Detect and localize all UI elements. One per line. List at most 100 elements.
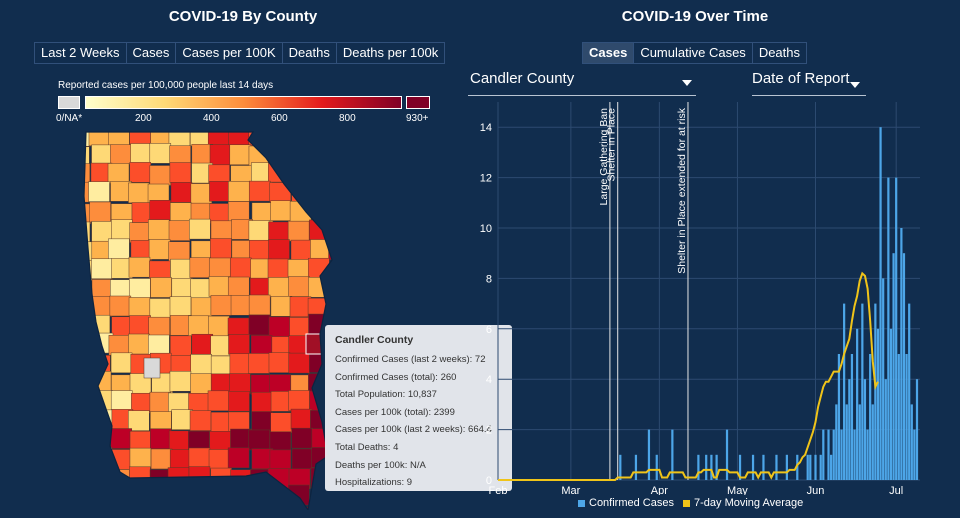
county-shape[interactable]: [248, 314, 271, 336]
case-bar[interactable]: [819, 454, 822, 480]
county-shape[interactable]: [169, 202, 192, 223]
county-shape[interactable]: [189, 488, 212, 509]
county-dropdown[interactable]: Candler County: [468, 70, 696, 96]
county-shape[interactable]: [230, 257, 252, 279]
county-shape[interactable]: [248, 126, 271, 146]
county-shape[interactable]: [288, 276, 310, 297]
case-bar[interactable]: [900, 228, 903, 480]
county-shape[interactable]: [149, 200, 172, 221]
county-shape[interactable]: [91, 390, 113, 411]
case-bar[interactable]: [861, 303, 864, 480]
county-shape[interactable]: [268, 316, 291, 338]
county-shape[interactable]: [209, 181, 231, 202]
county-shape[interactable]: [129, 222, 151, 243]
county-shape[interactable]: [270, 126, 292, 146]
case-bar[interactable]: [915, 379, 919, 480]
county-shape[interactable]: [330, 260, 340, 282]
county-shape-no-data[interactable]: [143, 357, 161, 379]
county-shape[interactable]: [191, 333, 214, 355]
county-shape[interactable]: [129, 162, 152, 183]
county-shape[interactable]: [110, 390, 133, 411]
case-bar[interactable]: [884, 379, 887, 480]
county-shape[interactable]: [88, 314, 111, 336]
county-shape[interactable]: [208, 257, 231, 279]
county-shape[interactable]: [167, 485, 190, 507]
county-shape[interactable]: [291, 448, 314, 470]
county-shape[interactable]: [188, 447, 211, 469]
county-shape[interactable]: [251, 504, 273, 510]
county-shape[interactable]: [70, 488, 90, 509]
county-shape[interactable]: [109, 295, 132, 317]
county-shape[interactable]: [131, 392, 153, 414]
case-bar[interactable]: [655, 454, 658, 480]
county-shape[interactable]: [310, 145, 332, 166]
county-shape[interactable]: [91, 258, 113, 280]
county-shape[interactable]: [110, 428, 133, 449]
county-shape[interactable]: [231, 503, 253, 510]
county-shape[interactable]: [70, 447, 92, 469]
county-shape[interactable]: [151, 505, 174, 510]
case-bar[interactable]: [832, 429, 835, 480]
county-shape[interactable]: [70, 146, 90, 167]
county-shape[interactable]: [128, 297, 151, 318]
case-bar[interactable]: [905, 354, 908, 480]
county-shape[interactable]: [168, 241, 190, 262]
case-bar[interactable]: [671, 429, 674, 480]
county-shape[interactable]: [150, 277, 172, 298]
county-shape[interactable]: [270, 296, 293, 317]
case-bar[interactable]: [887, 177, 890, 480]
county-shape[interactable]: [210, 467, 232, 489]
county-shape[interactable]: [268, 503, 290, 510]
county-shape[interactable]: [229, 144, 252, 166]
county-shape[interactable]: [168, 430, 191, 452]
case-bar[interactable]: [882, 278, 885, 480]
county-shape[interactable]: [90, 447, 113, 468]
county-shape[interactable]: [129, 447, 152, 469]
county-shape[interactable]: [288, 390, 310, 411]
county-shape[interactable]: [149, 143, 172, 164]
county-shape[interactable]: [148, 219, 170, 240]
case-bar[interactable]: [634, 454, 638, 480]
case-bar[interactable]: [869, 354, 872, 480]
county-shape[interactable]: [228, 390, 250, 412]
georgia-county-map[interactable]: [70, 126, 340, 510]
county-shape[interactable]: [71, 390, 93, 412]
county-shape[interactable]: [149, 391, 172, 413]
case-bar[interactable]: [710, 454, 713, 480]
county-shape[interactable]: [250, 374, 273, 395]
county-shape[interactable]: [210, 220, 233, 242]
county-shape[interactable]: [90, 430, 113, 452]
case-bar[interactable]: [762, 454, 765, 480]
county-shape[interactable]: [190, 278, 212, 300]
case-bar[interactable]: [892, 253, 895, 480]
county-shape[interactable]: [189, 257, 212, 278]
county-shape[interactable]: [330, 126, 340, 146]
county-shape[interactable]: [89, 201, 111, 223]
county-shape[interactable]: [290, 239, 313, 261]
county-shape[interactable]: [329, 184, 340, 205]
county-shape[interactable]: [110, 144, 132, 165]
county-shape[interactable]: [128, 278, 151, 299]
county-shape[interactable]: [128, 333, 150, 355]
county-shape[interactable]: [248, 294, 271, 316]
county-shape[interactable]: [268, 145, 291, 167]
county-shape[interactable]: [311, 201, 333, 223]
county-shape[interactable]: [287, 220, 310, 242]
case-bar[interactable]: [858, 404, 861, 480]
county-shape[interactable]: [188, 315, 210, 337]
county-shape[interactable]: [291, 126, 314, 147]
county-shape[interactable]: [309, 507, 331, 510]
county-shape[interactable]: [91, 486, 113, 507]
county-shape[interactable]: [190, 297, 213, 319]
case-bar[interactable]: [879, 127, 882, 480]
county-shape[interactable]: [88, 181, 110, 202]
case-bar[interactable]: [619, 454, 622, 480]
county-shape[interactable]: [329, 162, 340, 183]
county-shape[interactable]: [72, 351, 94, 373]
county-shape[interactable]: [70, 333, 90, 354]
case-bar[interactable]: [895, 177, 898, 480]
case-bar[interactable]: [814, 454, 817, 480]
case-bar[interactable]: [874, 303, 877, 480]
county-shape[interactable]: [128, 182, 150, 204]
tab-cumulative-cases[interactable]: Cumulative Cases: [634, 42, 753, 64]
